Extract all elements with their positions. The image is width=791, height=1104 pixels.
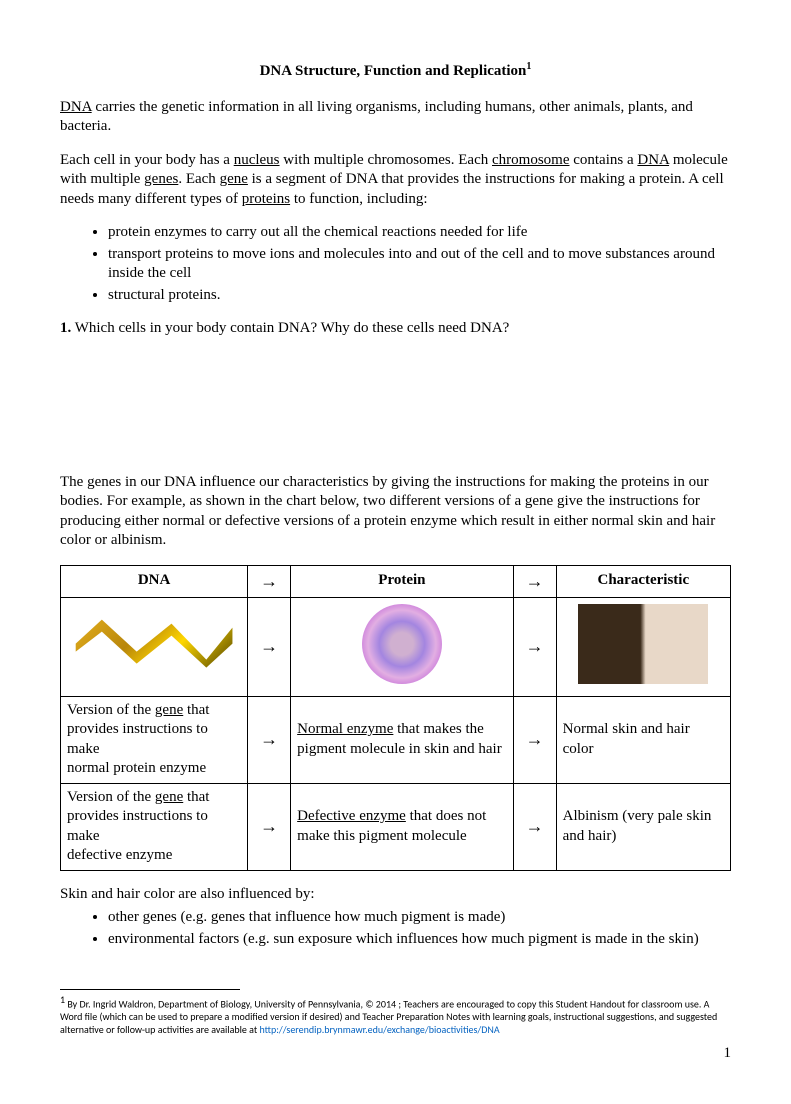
- arrow-cell: →: [248, 597, 291, 696]
- cell-protein-defective: Defective enzyme that does not make this…: [291, 783, 513, 870]
- arrow-cell: →: [513, 783, 556, 870]
- r3c1c: defective enzyme: [67, 847, 172, 863]
- header-characteristic: Characteristic: [556, 565, 730, 597]
- r2c1a: Version of the: [67, 702, 155, 718]
- defective-enzyme-term: Defective enzyme: [297, 808, 406, 824]
- table-row-normal: Version of the gene that provides instru…: [61, 696, 731, 783]
- q1-number: 1.: [60, 320, 71, 336]
- page-number: 1: [60, 1044, 731, 1064]
- footnote-ref: 1: [526, 61, 531, 72]
- arrow-cell: →: [248, 783, 291, 870]
- cell-protein-normal: Normal enzyme that makes the pigment mol…: [291, 696, 513, 783]
- p2-a: Each cell in your body has a: [60, 152, 234, 168]
- p2-b: with multiple chromosomes. Each: [280, 152, 492, 168]
- footnote-link[interactable]: http://serendip.brynmawr.edu/exchange/bi…: [259, 1023, 499, 1036]
- cell-char-defective: Albinism (very pale skin and hair): [556, 783, 730, 870]
- gene-term: gene: [220, 171, 248, 187]
- characteristic-image-cell: [556, 597, 730, 696]
- table-image-row: → →: [61, 597, 731, 696]
- cell-dna-normal: Version of the gene that provides instru…: [61, 696, 248, 783]
- p2-g: to function, including:: [290, 191, 427, 207]
- proteins-term: proteins: [242, 191, 290, 207]
- arrow-cell: →: [513, 696, 556, 783]
- arrow-cell: →: [513, 597, 556, 696]
- protein-image-cell: [291, 597, 513, 696]
- page-title: DNA Structure, Function and Replication1: [60, 60, 731, 82]
- footnote: 1 By Dr. Ingrid Waldron, Department of B…: [60, 994, 731, 1036]
- gene-term-r3: gene: [155, 789, 183, 805]
- p2-c: contains a: [569, 152, 637, 168]
- dna-protein-table: DNA → Protein → Characteristic → → Versi…: [60, 565, 731, 871]
- protein-structure-image: [362, 604, 442, 684]
- cell-dna-defective: Version of the gene that provides instru…: [61, 783, 248, 870]
- intro-paragraph-1: DNA carries the genetic information in a…: [60, 98, 731, 137]
- table-header-row: DNA → Protein → Characteristic: [61, 565, 731, 597]
- genes-paragraph: The genes in our DNA influence our chara…: [60, 473, 731, 551]
- dna-term: DNA: [60, 99, 92, 115]
- chromosome-term: chromosome: [492, 152, 569, 168]
- r2c1c: normal protein enzyme: [67, 760, 206, 776]
- cell-char-normal: Normal skin and hair color: [556, 696, 730, 783]
- genes-term: genes: [144, 171, 178, 187]
- influence-paragraph: Skin and hair color are also influenced …: [60, 885, 731, 905]
- header-protein: Protein: [291, 565, 513, 597]
- normal-enzyme-term: Normal enzyme: [297, 721, 393, 737]
- dna-helix-image: [67, 604, 241, 684]
- r3c1a: Version of the: [67, 789, 155, 805]
- p1-text: carries the genetic information in all l…: [60, 99, 693, 135]
- table-row-defective: Version of the gene that provides instru…: [61, 783, 731, 870]
- list-item: other genes (e.g. genes that influence h…: [108, 908, 731, 928]
- answer-space: [60, 353, 731, 473]
- list-item: transport proteins to move ions and mole…: [108, 245, 731, 284]
- dna-image-cell: [61, 597, 248, 696]
- gene-term-r2: gene: [155, 702, 183, 718]
- list-item: structural proteins.: [108, 286, 731, 306]
- header-dna: DNA: [61, 565, 248, 597]
- intro-paragraph-2: Each cell in your body has a nucleus wit…: [60, 151, 731, 210]
- influence-list: other genes (e.g. genes that influence h…: [60, 908, 731, 949]
- protein-types-list: protein enzymes to carry out all the che…: [60, 223, 731, 305]
- list-item: protein enzymes to carry out all the che…: [108, 223, 731, 243]
- footnote-separator: [60, 989, 240, 990]
- dna-term-2: DNA: [637, 152, 669, 168]
- arrow-header: →: [513, 565, 556, 597]
- title-text: DNA Structure, Function and Replication: [260, 63, 527, 79]
- p2-e: . Each: [178, 171, 219, 187]
- skin-color-image: [578, 604, 708, 684]
- list-item: environmental factors (e.g. sun exposure…: [108, 930, 731, 950]
- q1-text: Which cells in your body contain DNA? Wh…: [71, 320, 509, 336]
- question-1: 1. Which cells in your body contain DNA?…: [60, 319, 731, 339]
- arrow-cell: →: [248, 696, 291, 783]
- nucleus-term: nucleus: [234, 152, 280, 168]
- arrow-header: →: [248, 565, 291, 597]
